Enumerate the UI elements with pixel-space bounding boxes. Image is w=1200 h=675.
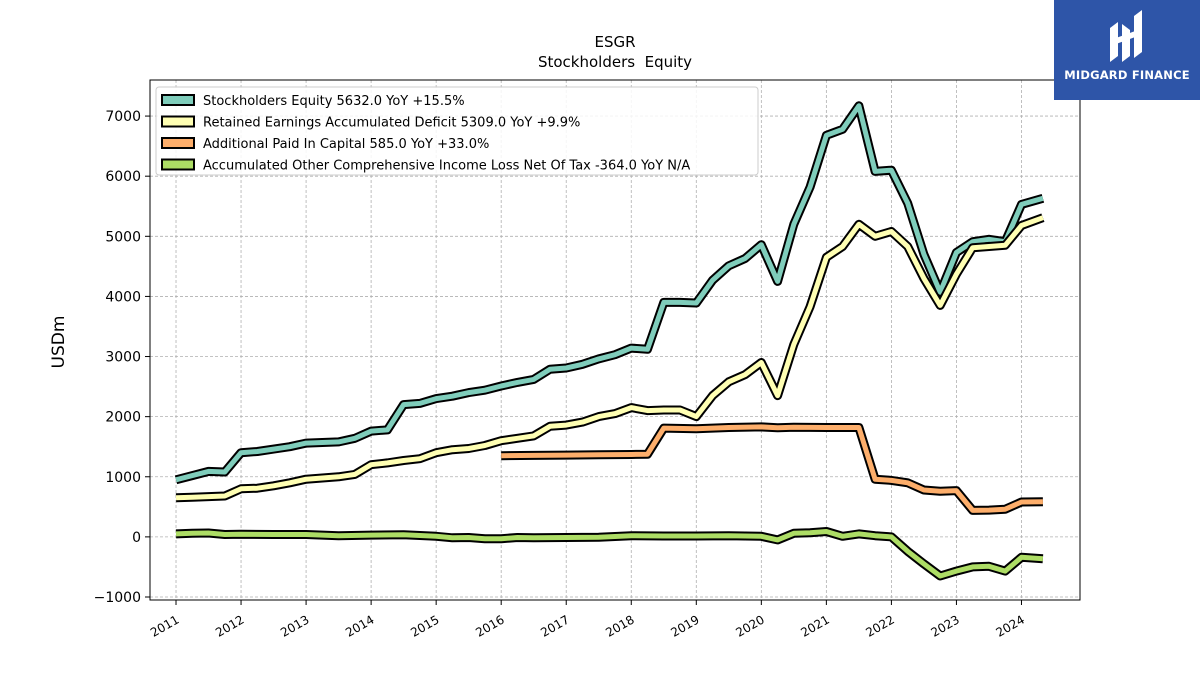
y-tick-label: 3000 xyxy=(105,350,141,366)
legend-label: Retained Earnings Accumulated Deficit 53… xyxy=(203,116,580,131)
legend-label: Stockholders Equity 5632.0 YoY +15.5% xyxy=(203,94,465,109)
y-tick-label: 7000 xyxy=(105,109,141,125)
y-tick-label: 1000 xyxy=(105,470,141,486)
y-tick-label: 5000 xyxy=(105,229,141,245)
legend-box xyxy=(155,86,759,176)
chart-title: ESGR xyxy=(594,33,635,51)
legend-swatch xyxy=(161,137,195,149)
y-axis-label: USDm xyxy=(49,316,69,369)
legend-swatch xyxy=(161,158,195,171)
series-line xyxy=(501,424,1043,513)
x-axis: 2011 2012 2013 2014 2015 2016 2017 2018 2019 2020… xyxy=(148,600,1027,640)
series-line xyxy=(175,215,1044,501)
legend-swatch xyxy=(161,94,195,106)
x-tick-label: 2024 xyxy=(994,612,1027,639)
series-layer xyxy=(174,101,1045,581)
x-tick-label: 2016 xyxy=(473,612,506,639)
x-tick-label: 2019 xyxy=(668,612,701,639)
legend-label: Accumulated Other Comprehensive Income L… xyxy=(203,159,690,174)
x-tick-label: 2013 xyxy=(278,612,311,639)
x-tick-label: 2023 xyxy=(928,612,961,639)
x-tick-label: 2015 xyxy=(408,612,441,639)
y-axis: −1000 0 1000 2000 3000 4000 5000 6000 7000 xyxy=(94,109,150,606)
x-tick-label: 2014 xyxy=(343,612,376,639)
y-tick-label: −1000 xyxy=(94,590,141,606)
series-line xyxy=(175,529,1044,579)
logo-mark-icon xyxy=(1110,10,1142,62)
x-tick-label: 2020 xyxy=(733,612,766,639)
legend-swatch xyxy=(161,115,195,128)
chart-subtitle: Stockholders Equity xyxy=(538,53,692,71)
y-tick-label: 2000 xyxy=(105,410,141,426)
x-tick-label: 2012 xyxy=(213,612,246,639)
logo-text: MIDGARD FINANCE xyxy=(1064,68,1190,82)
x-tick-label: 2021 xyxy=(798,612,831,639)
legend-label: Additional Paid In Capital 585.0 YoY +33… xyxy=(203,137,489,152)
midgard-finance-logo: MIDGARD FINANCE xyxy=(1054,0,1200,100)
y-tick-label: 0 xyxy=(132,530,141,546)
x-tick-label: 2022 xyxy=(863,612,896,639)
y-tick-label: 6000 xyxy=(105,169,141,185)
y-tick-label: 4000 xyxy=(105,289,141,305)
x-tick-label: 2018 xyxy=(603,612,636,639)
x-tick-label: 2017 xyxy=(538,612,571,639)
x-tick-label: 2011 xyxy=(148,612,181,639)
series-line xyxy=(175,103,1044,483)
plot-frame xyxy=(149,79,1081,601)
legend: Stockholders Equity 5632.0 YoY +15.5% Ret… xyxy=(155,86,759,176)
